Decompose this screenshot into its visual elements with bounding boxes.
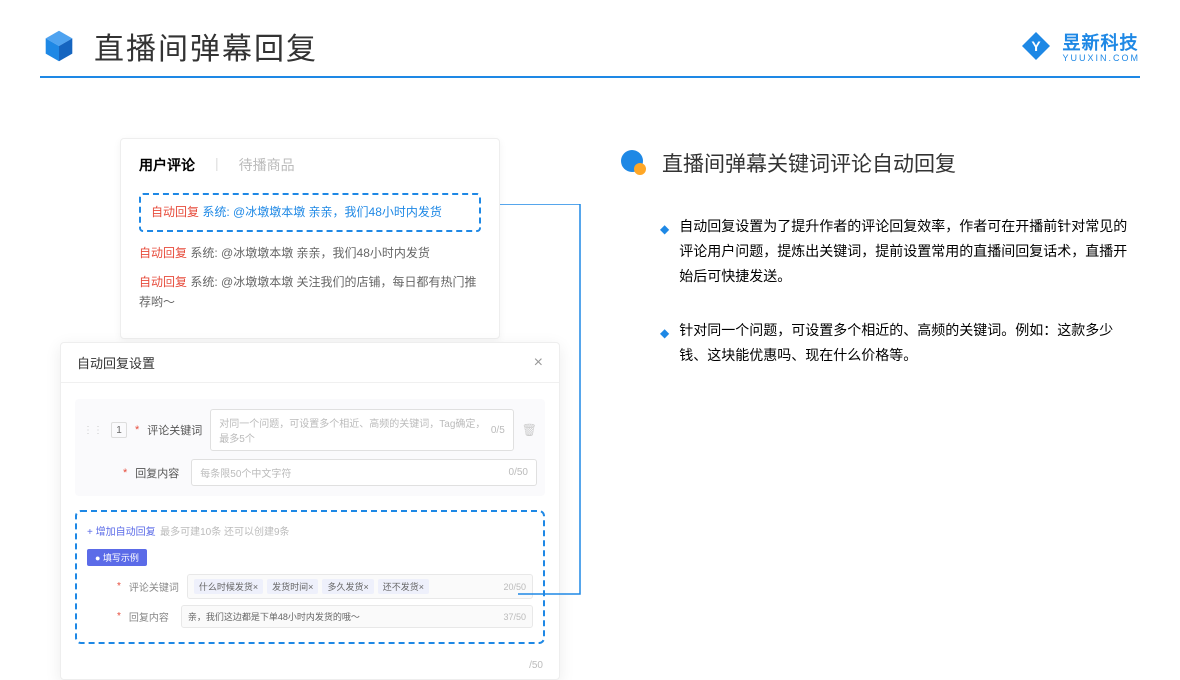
ex-keyword-label: 评论关键词 bbox=[129, 579, 179, 594]
reply-placeholder: 每条限50个中文字符 bbox=[200, 465, 291, 480]
diamond-bullet-icon: ◆ bbox=[660, 219, 669, 290]
rule-group: ⋮⋮ 1 * 评论关键词 对同一个问题，可设置多个相近、高频的关键词，Tag确定… bbox=[75, 399, 545, 496]
bullet-item: ◆ 针对同一个问题，可设置多个相近的、高频的关键词。例如：这款多少钱、这块能优惠… bbox=[620, 318, 1140, 368]
delete-icon[interactable]: 🗑 bbox=[522, 423, 537, 437]
drag-handle-icon[interactable]: ⋮⋮ bbox=[83, 425, 103, 436]
svg-text:Y: Y bbox=[1032, 38, 1042, 54]
left-panel: 用户评论 | 待播商品 自动回复 系统: @冰墩墩本墩 亲亲，我们48小时内发货… bbox=[60, 138, 560, 396]
auto-reply-tag: 自动回复 bbox=[151, 205, 199, 219]
keyword-row: ⋮⋮ 1 * 评论关键词 对同一个问题，可设置多个相近、高频的关键词，Tag确定… bbox=[83, 409, 537, 451]
comment-item: 自动回复 系统: @冰墩墩本墩 关注我们的店铺，每日都有热门推荐哟～ bbox=[139, 273, 481, 311]
logo-diamond-icon: Y bbox=[1020, 30, 1052, 62]
reply-count: 0/50 bbox=[509, 467, 528, 478]
right-panel: 直播间弹幕关键词评论自动回复 ◆ 自动回复设置为了提升作者的评论回复效率，作者可… bbox=[620, 138, 1140, 396]
add-auto-reply-link[interactable]: + 增加自动回复 bbox=[87, 527, 156, 538]
brand-sub: YUUXIN.COM bbox=[1062, 53, 1140, 63]
reply-label: 回复内容 bbox=[135, 465, 183, 481]
chat-bubble-icon bbox=[620, 149, 648, 177]
auto-reply-tag: 自动回复 bbox=[139, 246, 187, 260]
example-badge: ● 填写示例 bbox=[87, 549, 147, 566]
add-row: + 增加自动回复 最多可建10条 还可以创建9条 bbox=[87, 522, 533, 540]
tab-pending-goods[interactable]: 待播商品 bbox=[239, 155, 295, 175]
keyword-input[interactable]: 对同一个问题，可设置多个相近、高频的关键词，Tag确定，最多5个 0/5 bbox=[210, 409, 513, 451]
brand-logo: Y 昱新科技 YUUXIN.COM bbox=[1020, 29, 1140, 63]
ex-tag[interactable]: 多久发货× bbox=[322, 579, 373, 594]
close-icon[interactable]: × bbox=[534, 354, 543, 372]
ex-tag[interactable]: 还不发货× bbox=[378, 579, 429, 594]
settings-card: 自动回复设置 × ⋮⋮ 1 * 评论关键词 对同一个问题，可设置多个相近、高频的… bbox=[60, 342, 560, 680]
brand-name: 昱新科技 bbox=[1062, 29, 1140, 55]
diamond-bullet-icon: ◆ bbox=[660, 323, 669, 368]
content: 用户评论 | 待播商品 自动回复 系统: @冰墩墩本墩 亲亲，我们48小时内发货… bbox=[0, 78, 1180, 396]
auto-reply-tag: 自动回复 bbox=[139, 275, 187, 289]
comments-card: 用户评论 | 待播商品 自动回复 系统: @冰墩墩本墩 亲亲，我们48小时内发货… bbox=[120, 138, 500, 339]
example-keyword-row: * 评论关键词 什么时候发货× 发货时间× 多久发货× 还不发货× 20/50 bbox=[87, 574, 533, 599]
required-star: * bbox=[123, 467, 127, 479]
ex-tag[interactable]: 发货时间× bbox=[267, 579, 318, 594]
settings-header: 自动回复设置 × bbox=[61, 343, 559, 383]
keyword-count: 0/5 bbox=[491, 425, 505, 436]
comment-tabs: 用户评论 | 待播商品 bbox=[139, 155, 481, 175]
header-left: 直播间弹幕回复 bbox=[40, 24, 318, 68]
tab-separator: | bbox=[215, 155, 219, 175]
ex-reply-text: 亲，我们这边都是下单48小时内发货的哦～ bbox=[188, 610, 360, 623]
reply-row: * 回复内容 每条限50个中文字符 0/50 bbox=[83, 459, 537, 486]
page-title: 直播间弹幕回复 bbox=[94, 24, 318, 68]
ex-kw-count: 20/50 bbox=[503, 582, 526, 592]
ex-reply-label: 回复内容 bbox=[129, 609, 173, 624]
settings-title: 自动回复设置 bbox=[77, 353, 155, 372]
feature-title: 直播间弹幕关键词评论自动回复 bbox=[662, 148, 956, 178]
comment-text: 系统: @冰墩墩本墩 关注我们的店铺，每日都有热门推荐哟～ bbox=[139, 275, 477, 308]
required-star: * bbox=[117, 611, 121, 622]
bullet-text: 自动回复设置为了提升作者的评论回复效率，作者可在开播前针对常见的评论用户问题，提… bbox=[679, 214, 1140, 290]
required-star: * bbox=[117, 581, 121, 592]
add-hint: 最多可建10条 还可以创建9条 bbox=[160, 527, 289, 538]
brand-text-wrap: 昱新科技 YUUXIN.COM bbox=[1062, 29, 1140, 63]
ex-tag[interactable]: 什么时候发货× bbox=[194, 579, 263, 594]
ex-keyword-input[interactable]: 什么时候发货× 发货时间× 多久发货× 还不发货× 20/50 bbox=[187, 574, 533, 599]
comment-text: 系统: @冰墩墩本墩 亲亲，我们48小时内发货 bbox=[187, 246, 430, 260]
ex-reply-input[interactable]: 亲，我们这边都是下单48小时内发货的哦～ 37/50 bbox=[181, 605, 533, 628]
required-star: * bbox=[135, 424, 139, 436]
ex-reply-count: 37/50 bbox=[503, 612, 526, 622]
keyword-label: 评论关键词 bbox=[147, 422, 202, 438]
feature-title-row: 直播间弹幕关键词评论自动回复 bbox=[620, 148, 1140, 178]
bullet-item: ◆ 自动回复设置为了提升作者的评论回复效率，作者可在开播前针对常见的评论用户问题… bbox=[620, 214, 1140, 290]
cube-icon bbox=[40, 27, 78, 65]
comment-item: 自动回复 系统: @冰墩墩本墩 亲亲，我们48小时内发货 bbox=[139, 244, 481, 263]
tab-user-comments[interactable]: 用户评论 bbox=[139, 155, 195, 175]
comment-highlighted: 自动回复 系统: @冰墩墩本墩 亲亲，我们48小时内发货 bbox=[139, 193, 481, 232]
keyword-placeholder: 对同一个问题，可设置多个相近、高频的关键词，Tag确定，最多5个 bbox=[219, 415, 491, 445]
bullet-text: 针对同一个问题，可设置多个相近的、高频的关键词。例如：这款多少钱、这块能优惠吗、… bbox=[679, 318, 1140, 368]
row-number: 1 bbox=[111, 422, 127, 438]
bottom-count: /50 bbox=[61, 656, 559, 679]
comment-text: 系统: @冰墩墩本墩 亲亲，我们48小时内发货 bbox=[199, 205, 442, 219]
settings-body: ⋮⋮ 1 * 评论关键词 对同一个问题，可设置多个相近、高频的关键词，Tag确定… bbox=[61, 383, 559, 656]
example-box: + 增加自动回复 最多可建10条 还可以创建9条 ● 填写示例 * 评论关键词 … bbox=[75, 510, 545, 644]
ex-tags: 什么时候发货× 发货时间× 多久发货× 还不发货× bbox=[194, 579, 429, 594]
reply-input[interactable]: 每条限50个中文字符 0/50 bbox=[191, 459, 537, 486]
example-reply-row: * 回复内容 亲，我们这边都是下单48小时内发货的哦～ 37/50 bbox=[87, 605, 533, 628]
page-header: 直播间弹幕回复 Y 昱新科技 YUUXIN.COM bbox=[0, 0, 1180, 68]
